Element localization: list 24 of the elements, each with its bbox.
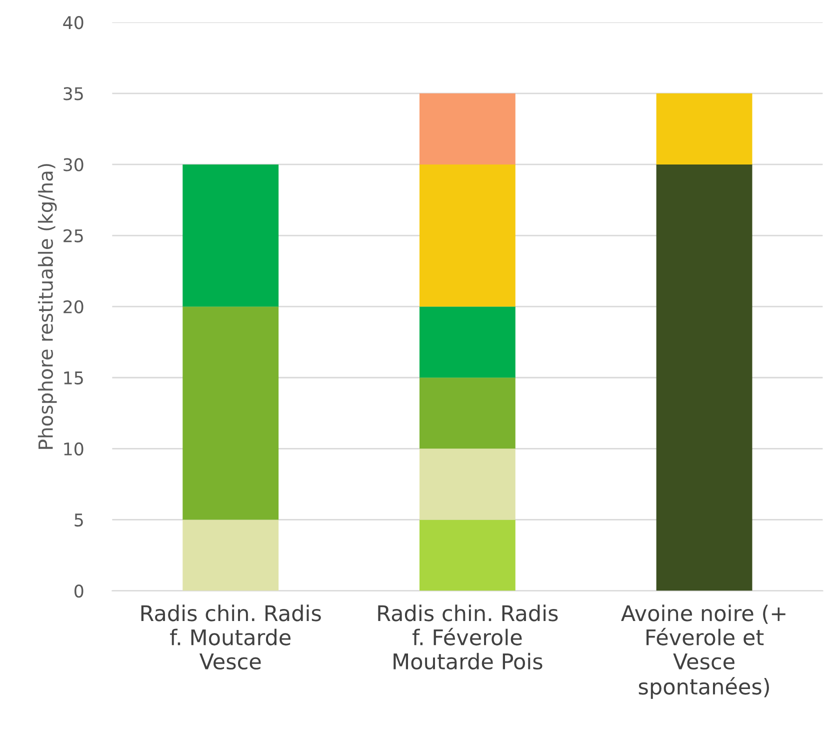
y-tick-label: 0 [74,584,84,598]
x-tick-label: Avoine noire (+ Féverole et Vesce spontanées) [621,604,786,699]
x-tick-label: Radis chin. Radis f. Moutarde Vesce [141,604,321,670]
bar [419,448,516,520]
bar [419,93,516,164]
y-tick-label: 30 [64,158,84,172]
bar [419,378,516,449]
bar [419,306,516,378]
y-tick-label: 25 [64,229,83,242]
y-axis-title: Phosphore restituable (kg/ha) [38,164,57,449]
bar [656,164,752,591]
y-tick-label: 35 [64,87,83,100]
y-tick-label: 5 [74,514,83,527]
bar [182,520,279,591]
y-tick-label: 40 [63,16,84,30]
bar [182,164,279,307]
bar [656,93,752,164]
bar [419,164,516,307]
y-tick-label: 20 [64,300,84,314]
bar [182,306,279,520]
bar [419,520,516,591]
y-tick-label: 10 [64,442,84,456]
y-tick-label: 15 [64,372,83,384]
x-tick-label: Radis chin. Radis f. Féverole Moutarde Pois [378,604,558,670]
